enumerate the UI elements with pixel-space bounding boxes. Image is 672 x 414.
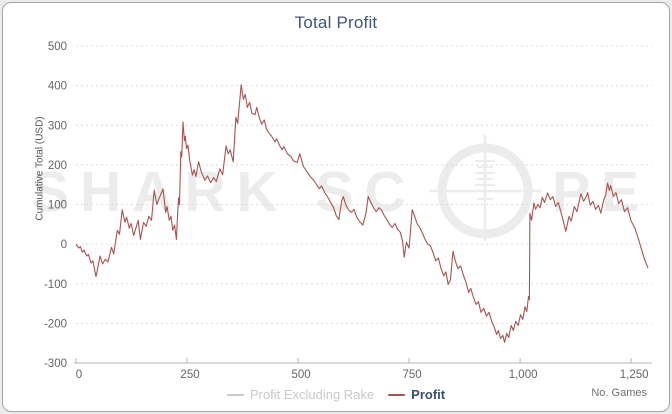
y-tick-label: 100 [48, 200, 67, 212]
y-tick-label: 300 [48, 120, 67, 132]
legend-item-profit-excluding-rake[interactable]: Profit Excluding Rake [226, 387, 375, 402]
y-tick-label: 0 [61, 239, 67, 251]
x-tick-label: 500 [291, 369, 310, 381]
x-tick-label: 0 [76, 369, 82, 381]
legend-swatch [388, 393, 406, 396]
legend-swatch [226, 393, 244, 396]
x-tick-label: 1,250 [620, 369, 649, 381]
legend: Profit Excluding Rake Profit [3, 387, 669, 402]
y-tick-label: -300 [44, 358, 67, 370]
legend-item-profit[interactable]: Profit [388, 387, 445, 402]
y-tick-label: -100 [44, 279, 67, 291]
y-tick-label: -200 [44, 318, 67, 330]
profit-line[interactable] [75, 84, 649, 343]
y-tick-label: 500 [48, 41, 67, 53]
x-tick-label: 1,000 [509, 369, 538, 381]
legend-label: Profit Excluding Rake [249, 387, 375, 402]
legend-label: Profit [411, 387, 446, 402]
y-tick-label: 400 [48, 81, 67, 93]
plot-area[interactable]: 500 400 300 200 100 0 -100 -200 -300 0 250 500 750 1,… [3, 3, 669, 411]
page-title: Total Profit [294, 13, 378, 32]
x-tick-label: 250 [180, 369, 199, 381]
x-axis-title: No. Games [591, 387, 647, 399]
x-tick-label: 750 [402, 369, 421, 381]
y-tick-label: 200 [48, 160, 67, 172]
y-axis-title: Cumulative Total (USD) [34, 116, 46, 221]
